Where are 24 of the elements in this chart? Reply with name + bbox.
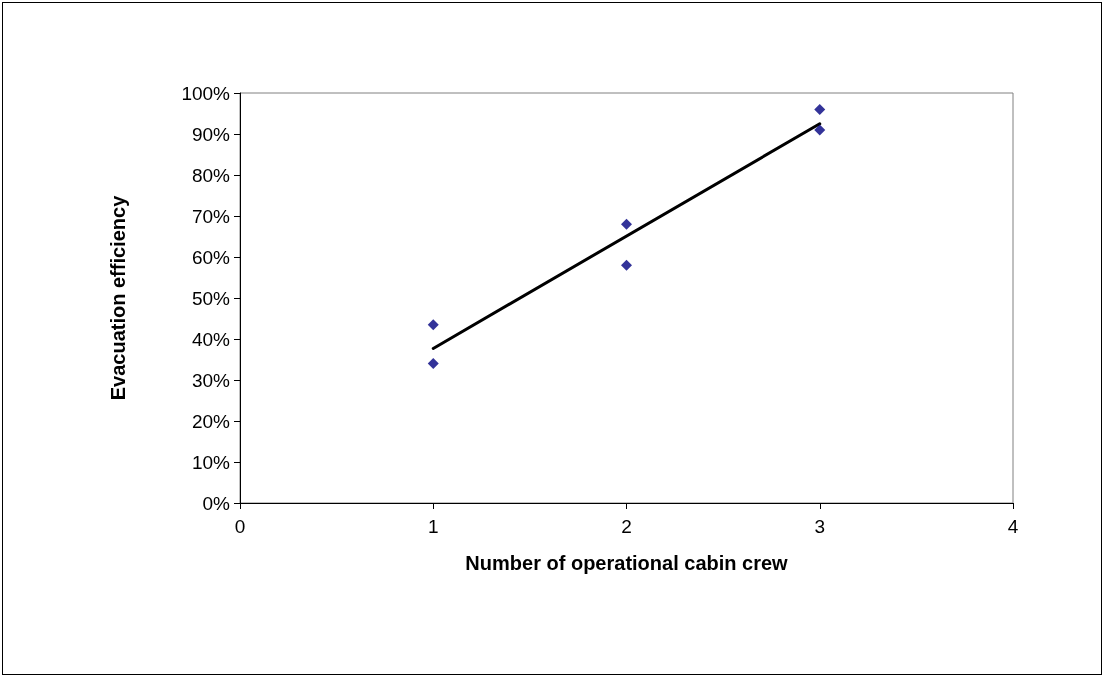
y-tick-label: 70% — [191, 205, 231, 227]
x-tick-label: 4 — [1007, 516, 1019, 537]
y-tick-label: 100% — [181, 82, 231, 104]
point — [621, 218, 632, 230]
point — [427, 319, 439, 331]
x-tick-label: 1 — [427, 516, 439, 537]
x-axis-title: Number of operational cabin crew — [465, 552, 789, 574]
y-tick-label: 0% — [202, 492, 231, 514]
y-tick-label: 80% — [191, 164, 231, 186]
x-tick-label: 3 — [814, 516, 826, 537]
point — [814, 124, 826, 136]
y-tick-label: 40% — [191, 328, 231, 350]
y-tick-label: 10% — [191, 451, 231, 473]
point — [427, 358, 439, 370]
point — [621, 259, 632, 271]
y-tick-label: 90% — [191, 123, 231, 145]
y-tick-label: 30% — [191, 369, 231, 391]
point — [814, 103, 826, 115]
x-tick-label: 2 — [621, 516, 632, 537]
x-tick-label: 0 — [234, 516, 246, 537]
y-tick-label: 20% — [191, 410, 231, 432]
y-tick-label: 60% — [191, 246, 231, 268]
y-axis-title: Evacuation efficiency — [107, 194, 129, 401]
y-tick-label: 50% — [191, 287, 231, 309]
